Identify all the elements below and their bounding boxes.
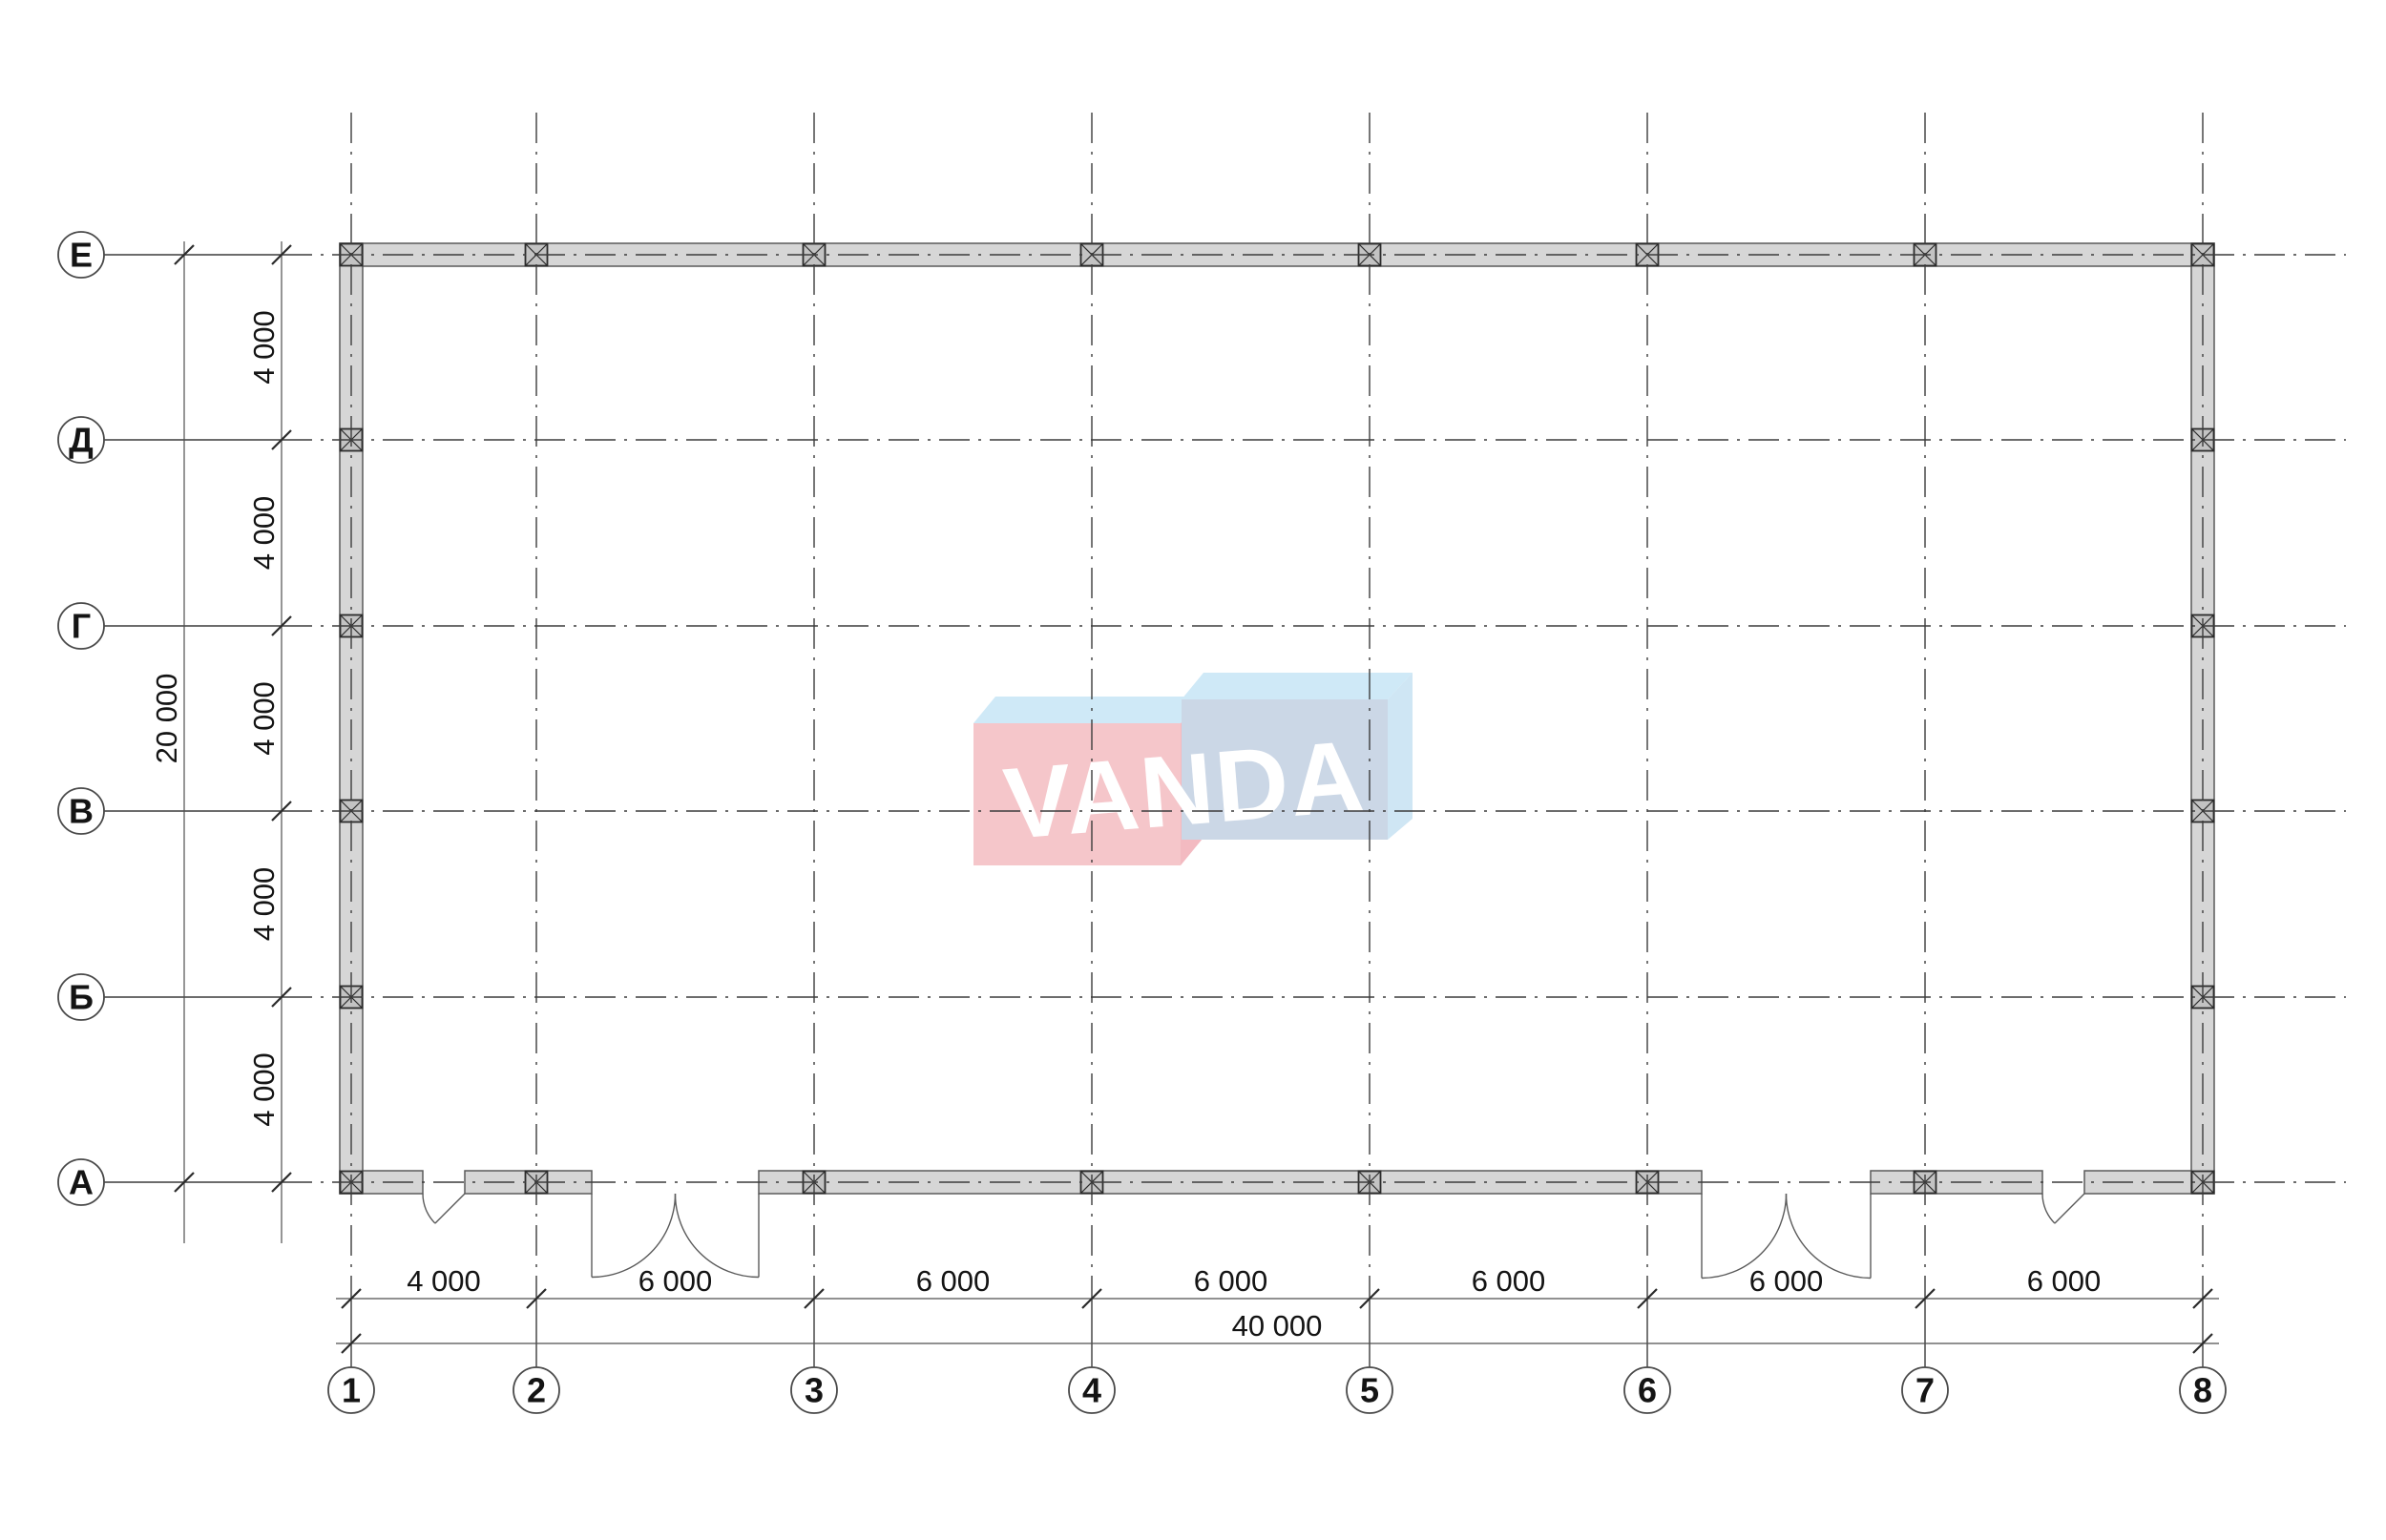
dimension-tick: [271, 987, 292, 1008]
grid-bubble: [513, 1366, 560, 1414]
grid-bubble: [57, 787, 105, 835]
dimension-tick: [271, 615, 292, 636]
dimension-label-bay: 4 000: [247, 681, 281, 756]
dimension-tick: [271, 429, 292, 450]
dimension-tick: [804, 1288, 825, 1309]
dimension-tick: [1915, 1288, 1936, 1309]
dimension-label-total-depth: 20 000: [150, 674, 183, 764]
grid-bubble-label: 7: [1915, 1371, 1935, 1410]
grid-bubble-label: 3: [805, 1371, 824, 1410]
door-swing-arc: [1785, 1193, 1872, 1280]
grid-bubble: [57, 416, 105, 464]
grid-bubble-label: 1: [342, 1371, 361, 1410]
dimension-tick: [1637, 1288, 1658, 1309]
dimension-label-total-width: 40 000: [1232, 1309, 1323, 1342]
grid-bubble-label: 2: [527, 1371, 546, 1410]
grid-bubble: [1346, 1366, 1393, 1414]
grid-bubble-label: 8: [2193, 1371, 2212, 1410]
dimension-tick: [2192, 1288, 2213, 1309]
door-leaf: [2054, 1193, 2085, 1224]
door-swing-arc: [1701, 1193, 1788, 1280]
grid-bubble: [2179, 1366, 2227, 1414]
grid-bubble: [1901, 1366, 1949, 1414]
dimension-label-bay: 4 000: [407, 1264, 481, 1298]
grid-bubble-label: Е: [70, 236, 93, 275]
grid-bubble-label: Б: [69, 978, 94, 1017]
logo-box-blue-top: [1182, 673, 1413, 699]
dimension-tick: [174, 1172, 195, 1193]
dimension-tick: [271, 801, 292, 822]
dimension-label-bay: 4 000: [247, 310, 281, 385]
dimension-label-bay: 6 000: [638, 1264, 713, 1298]
grid-bubble: [57, 231, 105, 279]
logo-box-blue-front: [1182, 699, 1388, 840]
door-leaf: [434, 1193, 466, 1224]
dimension-tick: [271, 244, 292, 265]
grid-bubble-label: А: [69, 1163, 94, 1202]
door-swing-arc: [2041, 1193, 2056, 1224]
door-swing-arc: [674, 1193, 760, 1279]
logo-box-pink-top: [973, 697, 1203, 723]
grid-bubble: [1623, 1366, 1671, 1414]
dimension-label-bay: 6 000: [916, 1264, 991, 1298]
grid-bubble: [57, 602, 105, 650]
grid-bubble-label: 4: [1082, 1371, 1101, 1410]
dimension-tick: [341, 1333, 362, 1354]
door-swing-arc: [422, 1193, 436, 1224]
dimension-label-bay: 4 000: [247, 496, 281, 571]
grid-bubble-label: Г: [72, 607, 91, 646]
dimension-tick: [271, 1172, 292, 1193]
dimension-tick: [526, 1288, 547, 1309]
dimension-label-bay: 6 000: [1749, 1264, 1824, 1298]
grid-bubble-label: 6: [1638, 1371, 1657, 1410]
grid-bubble-label: Д: [69, 421, 94, 460]
dimension-label-bay: 4 000: [247, 1052, 281, 1127]
grid-bubble: [327, 1366, 375, 1414]
grid-bubble-label: 5: [1360, 1371, 1379, 1410]
dimension-tick: [174, 244, 195, 265]
dimension-label-bay: 4 000: [247, 867, 281, 942]
grid-bubble: [1068, 1366, 1116, 1414]
dimension-tick: [2192, 1333, 2213, 1354]
logo-box-blue-side: [1388, 673, 1413, 840]
dimension-label-bay: 6 000: [1472, 1264, 1546, 1298]
door-swing-arc: [591, 1193, 677, 1279]
grid-bubble: [57, 1158, 105, 1206]
grid-bubble: [790, 1366, 838, 1414]
dimension-tick: [1081, 1288, 1102, 1309]
grid-bubble-label: В: [69, 792, 94, 831]
logo-box-pink-front: [973, 723, 1181, 865]
dimension-label-bay: 6 000: [2027, 1264, 2102, 1298]
grid-bubble: [57, 973, 105, 1021]
dimension-tick: [1359, 1288, 1380, 1309]
dimension-label-bay: 6 000: [1194, 1264, 1268, 1298]
dimension-tick: [341, 1288, 362, 1309]
